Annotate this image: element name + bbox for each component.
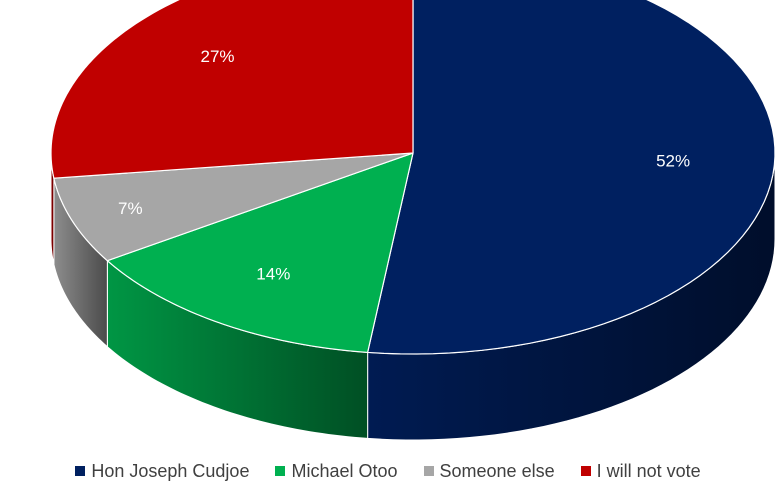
pie-sides <box>50 152 776 441</box>
legend-swatch <box>580 466 591 476</box>
legend-label: Michael Otoo <box>291 460 398 481</box>
legend-item-hon-joseph-cudjoe: Hon Joseph Cudjoe <box>75 461 249 482</box>
pie-labels: 52% 14% 7% 27% <box>118 47 690 284</box>
legend-item-someone-else: Someone else <box>423 460 555 482</box>
legend-swatch <box>423 466 434 476</box>
data-label-michael-otoo: 14% <box>256 265 290 284</box>
pie-slice-hon-joseph-cudjoe <box>367 0 776 355</box>
pie-chart: 52% 14% 7% 27% <box>50 0 776 441</box>
pie-tops <box>50 0 776 355</box>
legend-label: Hon Joseph Cudjoe <box>91 460 250 481</box>
pie-slice-someone-else <box>53 152 414 262</box>
legend-label: Someone else <box>439 460 555 481</box>
data-label-someone-else: 7% <box>118 199 143 218</box>
legend-item-i-will-not-vote: I will not vote <box>580 460 701 482</box>
legend-item-michael-otoo: Michael Otoo <box>275 460 398 482</box>
data-label-i-will-not-vote: 27% <box>200 47 234 66</box>
legend-label: I will not vote <box>596 460 701 481</box>
chart-legend: Hon Joseph Cudjoe Michael Otoo Someone els… <box>0 460 776 482</box>
pie-slice-i-will-not-vote <box>50 0 414 179</box>
pie-slice-michael-otoo <box>106 152 414 354</box>
legend-swatch <box>275 466 286 476</box>
data-label-hon-joseph-cudjoe: 52% <box>656 152 690 171</box>
legend-swatch <box>75 466 86 476</box>
